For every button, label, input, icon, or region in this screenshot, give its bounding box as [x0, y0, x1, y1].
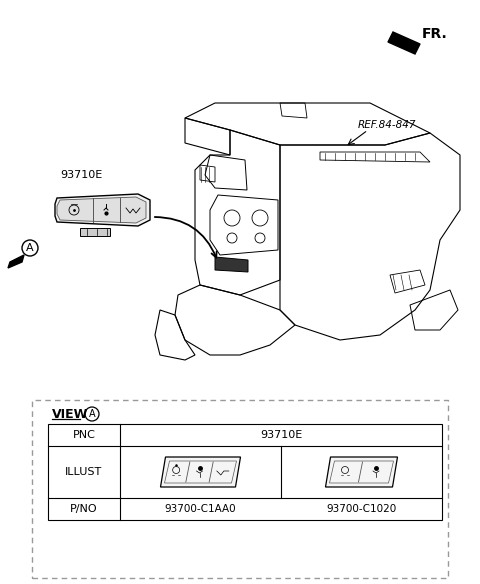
Polygon shape: [325, 457, 397, 487]
Text: PNC: PNC: [72, 430, 96, 440]
Text: A: A: [89, 409, 96, 419]
Text: ILLUST: ILLUST: [65, 467, 103, 477]
Text: P/NO: P/NO: [70, 504, 98, 514]
Polygon shape: [160, 457, 240, 487]
Polygon shape: [215, 257, 248, 272]
Polygon shape: [80, 228, 110, 236]
Text: VIEW: VIEW: [52, 408, 88, 420]
Text: 93700-C1AA0: 93700-C1AA0: [165, 504, 236, 514]
Polygon shape: [8, 255, 24, 268]
Text: FR.: FR.: [422, 27, 448, 41]
Text: 93710E: 93710E: [60, 170, 102, 180]
Polygon shape: [388, 32, 420, 54]
Text: 93700-C1020: 93700-C1020: [326, 504, 396, 514]
Polygon shape: [55, 194, 150, 226]
Text: 93710E: 93710E: [260, 430, 302, 440]
Text: A: A: [26, 243, 34, 253]
Text: REF.84-847: REF.84-847: [358, 120, 417, 130]
Polygon shape: [57, 197, 146, 223]
Bar: [48, 424, 442, 520]
